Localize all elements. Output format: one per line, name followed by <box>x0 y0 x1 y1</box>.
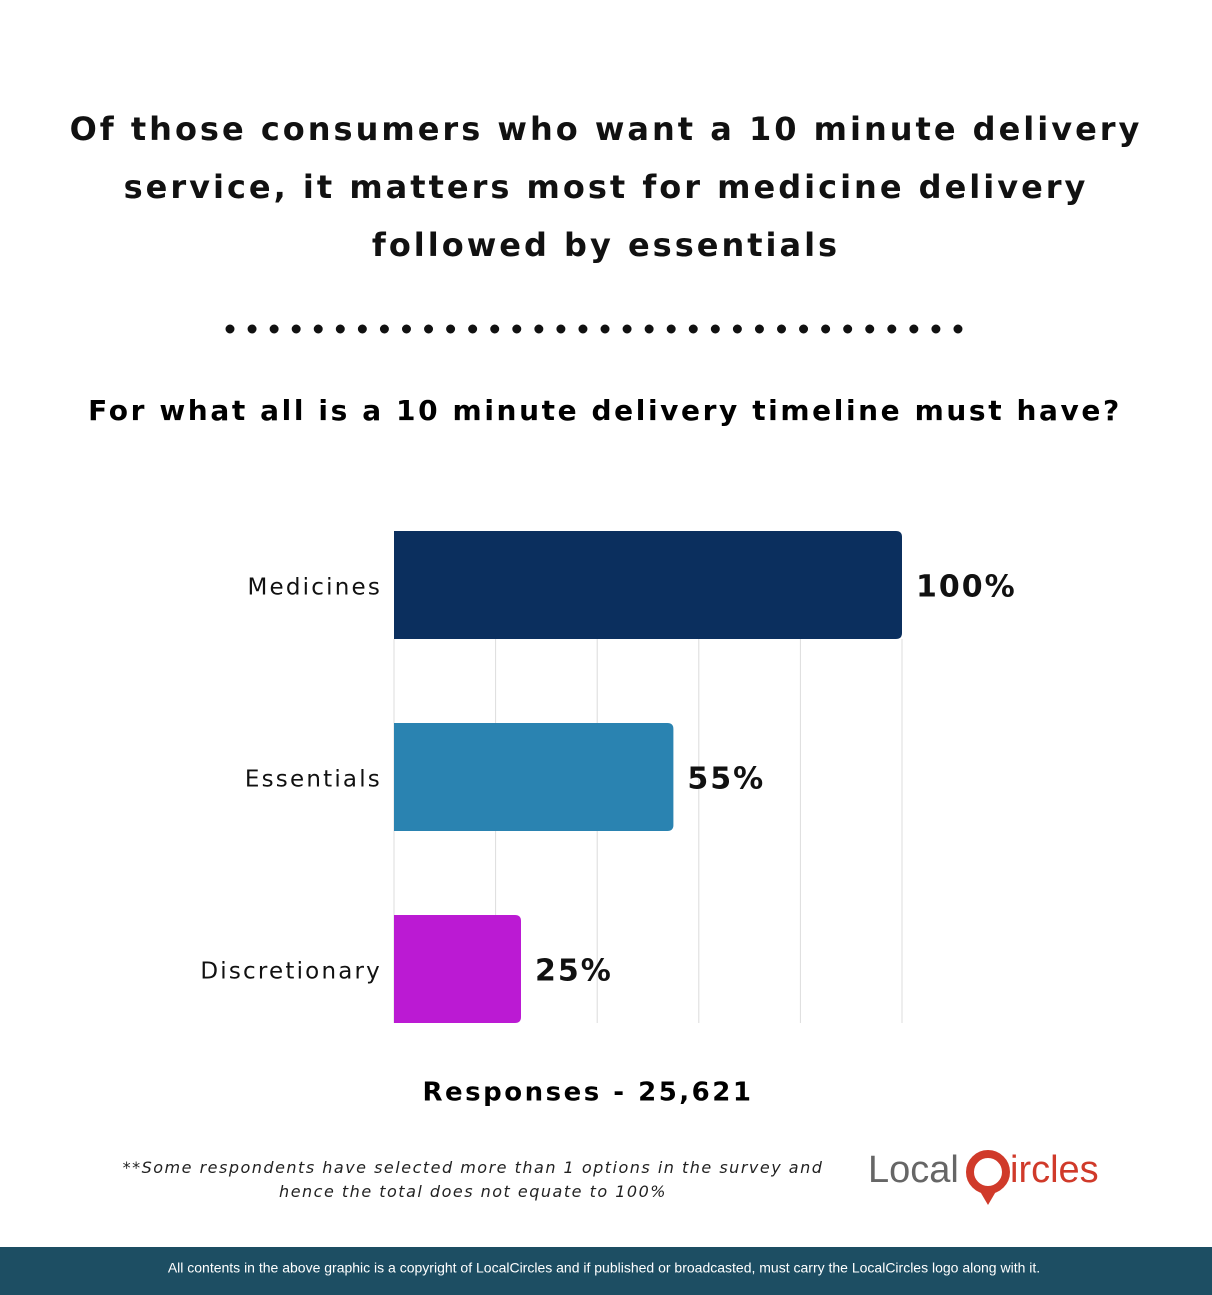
footnote: **Some respondents have selected more th… <box>122 1158 824 1201</box>
logo-pin <box>978 1188 998 1205</box>
logo-text: ircles <box>1010 1149 1099 1191</box>
plot: Medicines 100% Essentials 55% Discretionary 2… <box>200 531 1017 1023</box>
logo-icon <box>966 1150 1010 1194</box>
bar <box>394 915 521 1023</box>
value-label: 55% <box>687 762 765 797</box>
bar <box>394 531 902 639</box>
chart-subtitle: For what all is a 10 minute delivery tim… <box>88 394 1122 427</box>
logo: Local ircles <box>868 1149 1099 1205</box>
footer-text: All contents in the above graphic is a c… <box>168 1260 1040 1276</box>
value-label: 25% <box>535 954 613 989</box>
chart-title: Of those consumers who want a 10 minute … <box>69 110 1143 264</box>
category-label: Medicines <box>247 575 382 601</box>
category-label: Essentials <box>245 767 382 793</box>
footer-bar <box>0 1247 1212 1295</box>
logo-text: Local <box>868 1149 959 1191</box>
responses: Responses - 25,621 <box>423 1078 754 1108</box>
category-label: Discretionary <box>200 959 382 985</box>
bar <box>394 723 674 831</box>
value-label: 100% <box>916 570 1017 605</box>
